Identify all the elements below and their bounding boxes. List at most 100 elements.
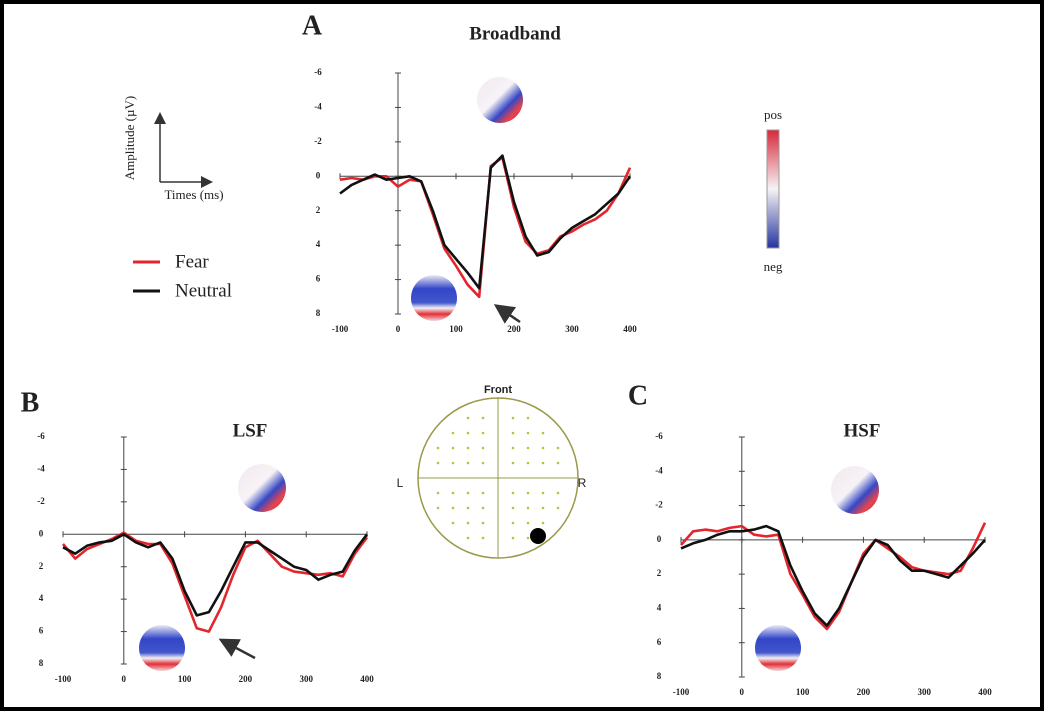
y-tick-label: 6 [39, 626, 44, 636]
electrode [541, 521, 545, 525]
topo-map [238, 464, 286, 512]
electrode [451, 521, 455, 525]
canvas [4, 4, 1040, 707]
peak-arrow [218, 638, 256, 660]
x-tick-label: -100 [332, 324, 349, 334]
series-line [62, 531, 369, 633]
series-line [680, 524, 986, 627]
electrode [526, 446, 530, 450]
x-tick-label: 300 [299, 674, 313, 684]
topo-map [755, 625, 801, 671]
chart-title: Broadband [469, 23, 561, 44]
electrode [541, 431, 545, 435]
head-left: L [397, 476, 404, 490]
colorbar-top: pos [764, 107, 782, 122]
key-x-label: Times (ms) [164, 187, 223, 202]
electrode [556, 491, 560, 495]
x-tick-label: 0 [122, 674, 127, 684]
x-tick-label: -100 [673, 687, 690, 697]
electrode [511, 506, 515, 510]
y-tick-label: -4 [37, 463, 45, 473]
y-tick-label: -4 [314, 101, 322, 111]
x-tick-label: 100 [449, 324, 463, 334]
selected-electrode [530, 528, 546, 544]
electrode [466, 506, 470, 510]
electrode [481, 416, 485, 420]
y-tick-label: 0 [39, 528, 44, 538]
electrode [466, 536, 470, 540]
electrode [511, 446, 515, 450]
peak-arrow [493, 304, 521, 324]
x-tick-label: 100 [796, 687, 810, 697]
legend-label: Neutral [175, 280, 232, 301]
head-right: R [578, 476, 587, 490]
electrode [451, 446, 455, 450]
y-tick-label: 8 [316, 308, 321, 318]
topo-map [139, 625, 185, 671]
panel-label: C [628, 380, 648, 411]
panel-label: A [302, 10, 323, 41]
electrode [466, 521, 470, 525]
electrode [511, 536, 515, 540]
electrode [451, 506, 455, 510]
electrode [526, 461, 530, 465]
electrode [526, 536, 530, 540]
head-map: Front L R [397, 384, 587, 559]
electrode [481, 446, 485, 450]
topo-map [477, 77, 523, 123]
electrode [511, 461, 515, 465]
electrode [451, 431, 455, 435]
electrode [466, 491, 470, 495]
y-tick-label: 4 [316, 239, 321, 249]
electrode [526, 521, 530, 525]
y-tick-label: 6 [316, 274, 321, 284]
electrode [481, 506, 485, 510]
electrode [541, 446, 545, 450]
electrode [541, 461, 545, 465]
y-tick-label: -6 [37, 431, 45, 441]
x-tick-label: -100 [55, 674, 72, 684]
electrode [526, 506, 530, 510]
electrode [541, 491, 545, 495]
chart: B LSF -6 -4 -2 0 2 4 6 8 -100 0 100 200 300 400 [21, 387, 375, 684]
panel-label: B [21, 387, 40, 418]
x-tick-label: 0 [740, 687, 745, 697]
topo-map [831, 466, 879, 514]
electrode [556, 461, 560, 465]
x-tick-label: 300 [917, 687, 931, 697]
x-tick-label: 200 [507, 324, 521, 334]
y-tick-label: 0 [657, 534, 662, 544]
y-tick-label: 8 [39, 658, 44, 668]
x-tick-label: 400 [360, 674, 374, 684]
x-tick-label: 200 [857, 687, 871, 697]
key-y-label: Amplitude (µV) [122, 96, 137, 180]
electrode [481, 431, 485, 435]
colorbar: pos neg [764, 107, 783, 274]
y-tick-label: -6 [655, 431, 663, 441]
y-tick-label: 6 [657, 637, 662, 647]
y-tick-label: 8 [657, 671, 662, 681]
electrode [481, 491, 485, 495]
y-tick-label: -4 [655, 465, 663, 475]
series-line [62, 533, 369, 617]
electrode [481, 536, 485, 540]
topo-maps [139, 77, 879, 671]
x-tick-label: 400 [978, 687, 992, 697]
y-tick-label: 0 [316, 170, 321, 180]
electrode [511, 491, 515, 495]
colorbar-bottom: neg [764, 259, 783, 274]
chart-title: HSF [844, 420, 881, 441]
electrode [481, 521, 485, 525]
electrode [466, 446, 470, 450]
y-tick-label: -2 [37, 496, 45, 506]
electrode [451, 491, 455, 495]
series-line [339, 154, 632, 290]
electrode [556, 506, 560, 510]
electrode [436, 491, 440, 495]
x-tick-label: 100 [178, 674, 192, 684]
axis-key: Amplitude (µV) Times (ms) [122, 96, 224, 202]
x-tick-label: 0 [396, 324, 401, 334]
electrode [451, 461, 455, 465]
